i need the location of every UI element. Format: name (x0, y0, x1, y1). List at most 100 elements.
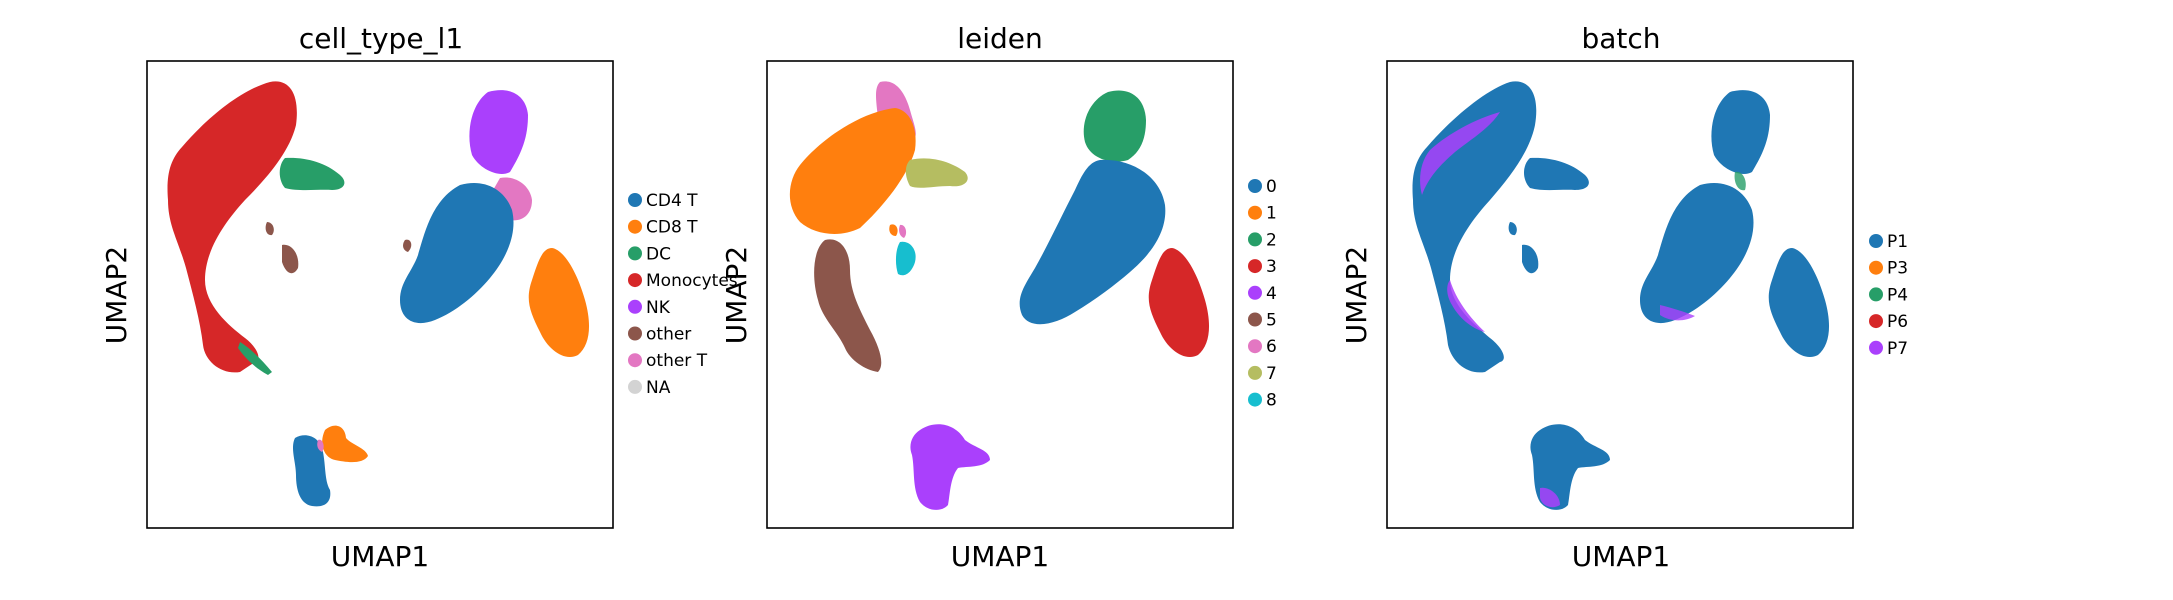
panel-1-legend: CD4 T CD8 T DC Monocytes NK other other T NA (628, 191, 738, 398)
batch-right-arm (1768, 248, 1830, 358)
panel-1-frame (146, 60, 614, 529)
batch-right-purple-speck (1660, 305, 1695, 321)
legend-marker (628, 246, 642, 261)
legend-label: NA (646, 378, 671, 398)
panel-3-legend: P1 P3 P4 P6 P7 (1869, 232, 1908, 359)
leiden-cluster-5 (814, 239, 882, 372)
leiden-cluster-2 (1083, 90, 1146, 162)
panel-cell-type-l1: cell_type_l1 UMAP1 UMAP2 C (100, 22, 738, 573)
legend-label: CD4 T (646, 191, 698, 211)
panel-2-clusters (789, 81, 1210, 510)
panel-leiden: leiden UMAP1 UMAP2 0 1 2 3 4 5 6 7 8 (720, 22, 1277, 573)
leiden-cluster-7 (905, 158, 968, 188)
legend-label: 5 (1266, 311, 1277, 331)
legend-marker (1869, 260, 1883, 275)
legend-label: 0 (1266, 177, 1277, 197)
legend-marker (628, 353, 642, 368)
cluster-other-2 (265, 222, 274, 236)
batch-bottom-group (1530, 424, 1610, 510)
legend-marker (1248, 339, 1262, 354)
cluster-cd4-t (400, 182, 514, 324)
legend-marker (628, 273, 642, 288)
panel-batch: batch UMAP1 UMAP2 P1 P3 P4 P6 P7 (1340, 22, 1908, 573)
legend-marker (1869, 340, 1883, 355)
legend-label: DC (646, 244, 671, 264)
panel-2-xlabel: UMAP1 (951, 540, 1050, 573)
cluster-other-3 (403, 239, 412, 252)
leiden-cluster-0 (1019, 159, 1166, 325)
panel-3-frame (1386, 60, 1854, 529)
legend-marker (628, 219, 642, 234)
leiden-cluster-1 (789, 108, 916, 234)
leiden-cluster-8 (895, 241, 916, 276)
batch-right-main (1640, 182, 1754, 324)
batch-left-purple-lower (1447, 280, 1485, 332)
legend-marker (1248, 392, 1262, 407)
batch-bottom-purple (1540, 487, 1560, 508)
legend-label: 7 (1266, 364, 1277, 384)
cluster-other-1 (282, 244, 299, 274)
cluster-other-t-bottom (317, 439, 324, 452)
panel-1-title: cell_type_l1 (299, 22, 463, 55)
legend-marker (628, 193, 642, 207)
panel-1-ylabel: UMAP2 (100, 246, 133, 345)
legend-marker (1248, 232, 1262, 247)
panel-1-xlabel: UMAP1 (331, 540, 430, 573)
panel-3-xlabel: UMAP1 (1572, 540, 1671, 573)
legend-marker (1869, 234, 1883, 248)
legend-marker (1248, 259, 1262, 274)
legend-label: P1 (1887, 232, 1908, 252)
legend-marker (1248, 285, 1262, 300)
cluster-dc (279, 157, 345, 191)
legend-label: CD8 T (646, 218, 698, 238)
batch-left-purple-overlay (1420, 112, 1500, 195)
legend-marker (628, 326, 642, 341)
panel-1-clusters (167, 81, 590, 507)
panel-2-ylabel: UMAP2 (720, 246, 753, 345)
batch-right-top (1711, 90, 1770, 175)
legend-label: NK (646, 298, 671, 318)
leiden-cluster-6-small (899, 224, 907, 238)
leiden-cluster-3 (1148, 248, 1210, 358)
legend-marker (1869, 287, 1883, 302)
panel-2-title: leiden (957, 22, 1043, 55)
panel-2-legend: 0 1 2 3 4 5 6 7 8 (1248, 177, 1277, 411)
cluster-cd8-t (528, 248, 590, 358)
legend-marker (628, 379, 642, 394)
cluster-cd4-t-bottom (293, 435, 331, 507)
batch-left-arm (1524, 157, 1589, 191)
legend-label: P7 (1887, 339, 1908, 359)
legend-label: 4 (1266, 284, 1277, 304)
batch-left-small-1 (1522, 244, 1539, 274)
legend-label: P4 (1887, 285, 1908, 305)
legend-marker (628, 299, 642, 314)
legend-label: P3 (1887, 259, 1908, 279)
panel-3-ylabel: UMAP2 (1340, 246, 1373, 345)
cluster-nk (469, 90, 528, 175)
legend-marker (1248, 179, 1262, 193)
legend-label: 6 (1266, 337, 1277, 357)
legend-label: other (646, 325, 691, 345)
cluster-monocytes (167, 81, 297, 373)
legend-label: 1 (1266, 204, 1277, 224)
legend-marker (1248, 312, 1262, 327)
legend-label: 3 (1266, 257, 1277, 277)
cluster-cd8-t-bottom (322, 425, 368, 463)
legend-marker (1869, 314, 1883, 329)
legend-label: 2 (1266, 230, 1277, 250)
legend-label: P6 (1887, 312, 1908, 332)
legend-marker (1248, 205, 1262, 220)
leiden-cluster-4 (910, 424, 990, 510)
legend-marker (1248, 365, 1262, 380)
leiden-cluster-1-small (889, 224, 898, 236)
legend-label: other T (646, 351, 708, 371)
legend-label: 8 (1266, 391, 1277, 411)
panel-2-frame (766, 60, 1234, 529)
batch-left-small-2 (1508, 222, 1517, 236)
batch-right-green-speck (1734, 171, 1746, 191)
legend-label: Monocytes (646, 271, 738, 291)
cluster-dc-tail (238, 342, 272, 375)
panel-3-clusters (1412, 81, 1830, 510)
panel-3-title: batch (1581, 22, 1660, 55)
